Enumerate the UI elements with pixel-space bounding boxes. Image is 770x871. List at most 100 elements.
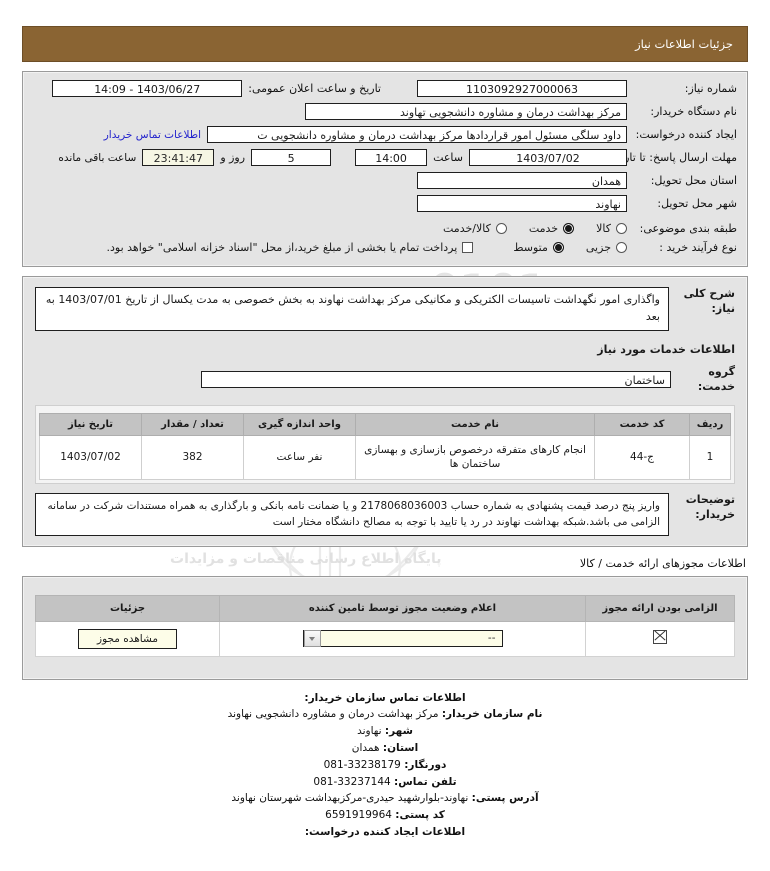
radio-goods-service-icon[interactable] (495, 223, 507, 234)
radio-minor-icon[interactable] (616, 242, 627, 253)
requester-info-title: اطلاعات ایجاد کننده درخواست: (22, 824, 748, 841)
contact-city-value: نهاوند (357, 725, 382, 738)
process-label: نوع فرآیند خرید : (659, 241, 737, 254)
category-option-goods-service-label: کالا/خدمت (443, 222, 491, 235)
contact-address-label: آدرس پستی: (471, 792, 539, 805)
license-required-checked-icon[interactable] (653, 630, 667, 645)
category-option-goods-service[interactable]: کالا/خدمت (443, 222, 507, 235)
contact-phone-value: 081-33237144 (313, 775, 391, 788)
contact-postal-label: کد پستی: (395, 809, 445, 822)
public-announce-field[interactable]: 1403/06/27 - 14:09 (52, 80, 243, 97)
deadline-row: مهلت ارسال پاسخ: تا تاریخ: 1403/07/02 سا… (33, 149, 737, 166)
licenses-section-title: اطلاعات مجوزهای ارائه خدمت / کالا (579, 556, 746, 570)
buyer-remarks-label: توضیحات خریدار: (685, 493, 735, 521)
province-row: استان محل تحویل: همدان (33, 172, 737, 189)
services-table-wrap: ردیف کد خدمت نام خدمت واحد اندازه گیری ت… (35, 404, 735, 485)
days-remaining-field[interactable]: 5 (251, 149, 332, 166)
category-label: طبقه بندی موضوعی: (639, 222, 737, 235)
category-option-service-label: خدمت (528, 222, 559, 235)
chevron-down-icon[interactable] (303, 630, 321, 648)
licenses-table-header-row: الزامی بودن ارائه مجوز اعلام وضعیت مجوز … (35, 594, 735, 622)
category-row: طبقه بندی موضوعی: کالا خدمت کالا/خدمت (33, 222, 737, 235)
category-option-goods[interactable]: کالا (596, 222, 627, 235)
service-group-row: گروه خدمت: ساختمان (35, 365, 735, 395)
col-row-no: ردیف (689, 412, 731, 436)
page-root: جزئیات اطلاعات نیاز شماره نیاز: 11030929… (0, 26, 770, 841)
contact-fax-label: دورنگار: (404, 758, 447, 771)
requester-row: ایجاد کننده درخواست: داود سلگی مسئول امو… (33, 126, 737, 143)
col-need-date: تاریخ نیاز (39, 412, 142, 436)
table-row: 1 ج-44 انجام کارهای متفرقه درخصوص بازساز… (39, 434, 731, 481)
requester-info-title-text: اطلاعات ایجاد کننده درخواست: (304, 825, 466, 838)
buyer-org-field[interactable]: مرکز بهداشت درمان و مشاوره دانشجویی تهاو… (305, 103, 627, 120)
process-row: نوع فرآیند خرید : جزیی متوسط پرداخت تمام… (33, 241, 737, 254)
city-field[interactable]: نهاوند (417, 195, 627, 212)
requester-field[interactable]: داود سلگی مسئول امور قراردادها مرکز بهدا… (207, 126, 627, 143)
service-group-label: گروه خدمت: (697, 365, 735, 393)
deadline-date-field[interactable]: 1403/07/02 (469, 149, 627, 166)
process-option-minor-label: جزیی (585, 241, 611, 254)
buyer-remarks-row: توضیحات خریدار: واریز پنج درصد قیمت پشنه… (35, 493, 735, 536)
category-option-goods-label: کالا (596, 222, 611, 235)
contact-fax-line: دورنگار: 081-33238179 (22, 757, 748, 774)
radio-service-icon[interactable] (563, 223, 575, 234)
cell-need-date: 1403/07/02 (39, 434, 142, 481)
buyer-contact-link[interactable]: اطلاعات تماس خریدار (103, 128, 201, 141)
process-option-medium-label: متوسط (513, 241, 548, 254)
cell-service-code: ج-44 (594, 434, 690, 481)
contact-province-label: استان: (382, 741, 419, 754)
services-panel: شرح کلی نیاز: واگذاری امور نگهداشت تاسیس… (22, 276, 748, 547)
contact-address-line: آدرس پستی: نهاوند-بلوارشهید حیدری-مرکزبه… (22, 790, 748, 807)
process-option-medium[interactable]: متوسط (513, 241, 564, 254)
cell-quantity: 382 (141, 434, 244, 481)
services-table: ردیف کد خدمت نام خدمت واحد اندازه گیری ت… (39, 412, 731, 481)
deadline-time-field[interactable]: 14:00 (355, 149, 428, 166)
service-group-field[interactable]: ساختمان (201, 371, 671, 389)
province-label: استان محل تحویل: (650, 174, 737, 187)
radio-goods-icon[interactable] (616, 223, 627, 234)
process-option-minor[interactable]: جزیی (586, 241, 627, 254)
province-field[interactable]: همدان (417, 172, 627, 189)
countdown-field: 23:41:47 (142, 149, 215, 166)
contact-org-value: مرکز بهداشت درمان و مشاوره دانشجویی نهاو… (227, 708, 439, 721)
need-number-row: شماره نیاز: 1103092927000063 تاریخ و ساع… (33, 80, 737, 97)
cell-row-no: 1 (689, 434, 731, 481)
treasury-checkbox-icon[interactable] (462, 242, 474, 253)
page-title: جزئیات اطلاعات نیاز (635, 37, 733, 51)
cell-unit: نفر ساعت (243, 434, 356, 481)
services-section-title: اطلاعات خدمات مورد نیاز (597, 343, 735, 356)
contact-phone-label: تلفن تماس: (394, 775, 457, 788)
contact-province-value: همدان (351, 741, 380, 754)
contact-postal-line: کد پستی: 6591919964 (22, 807, 748, 824)
col-unit: واحد اندازه گیری (243, 412, 356, 436)
contact-address-value: نهاوند-بلوارشهید حیدری-مرکزبهداشت شهرستا… (231, 792, 469, 805)
contact-postal-value: 6591919964 (325, 809, 392, 822)
col-service-code: کد خدمت (594, 412, 690, 436)
category-option-service[interactable]: خدمت (528, 222, 575, 235)
radio-medium-icon[interactable] (552, 242, 564, 253)
process-options: جزیی متوسط پرداخت تمام یا بخشی از مبلغ خ… (107, 241, 627, 254)
cell-license-required (585, 620, 735, 657)
contact-phone-line: تلفن تماس: 081-33237144 (22, 774, 748, 791)
contact-info-title-text: اطلاعات تماس سازمان خریدار: (304, 691, 466, 704)
licenses-panel: الزامی بودن ارائه مجوز اعلام وضعیت مجوز … (22, 575, 748, 680)
contact-city-line: شهر: نهاوند (22, 723, 748, 740)
services-table-header-row: ردیف کد خدمت نام خدمت واحد اندازه گیری ت… (39, 412, 731, 436)
page-title-bar: جزئیات اطلاعات نیاز (22, 26, 748, 62)
license-status-select[interactable]: -- (302, 630, 503, 648)
city-row: شهر محل تحویل: نهاوند (33, 195, 737, 212)
need-number-field[interactable]: 1103092927000063 (417, 80, 627, 97)
buyer-remarks-text: واریز پنج درصد قیمت پشنهادی به شماره حسا… (35, 493, 669, 536)
summary-label: شرح کلی نیاز: (683, 287, 735, 315)
need-number-label: شماره نیاز: (684, 82, 737, 95)
cell-license-details: مشاهده مجوز (35, 620, 220, 657)
remaining-suffix-label: ساعت باقی مانده (58, 151, 137, 164)
treasury-checkbox-group[interactable]: پرداخت تمام یا بخشی از مبلغ خرید،از محل … (107, 241, 474, 254)
view-license-button[interactable]: مشاهده مجوز (78, 628, 177, 649)
table-row: -- مشاهده مجوز (35, 620, 735, 657)
cell-service-name: انجام کارهای متفرقه درخصوص بازسازی و بهس… (355, 434, 595, 481)
summary-row: شرح کلی نیاز: واگذاری امور نگهداشت تاسیس… (35, 287, 735, 331)
contact-fax-value: 081-33238179 (323, 758, 401, 771)
requester-label: ایجاد کننده درخواست: (635, 128, 737, 141)
contact-org-label: نام سازمان خریدار: (441, 708, 543, 721)
